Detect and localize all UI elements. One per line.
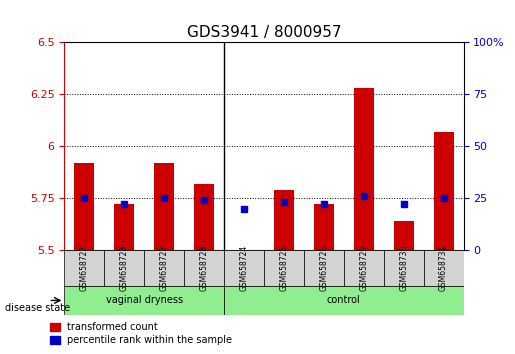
Bar [354,88,374,250]
Bar [393,221,414,250]
Text: control: control [327,296,360,306]
Text: GSM658725: GSM658725 [280,245,288,291]
Text: GSM658730: GSM658730 [399,245,408,291]
Text: disease state: disease state [5,303,70,313]
FancyBboxPatch shape [184,250,224,286]
Bar [114,205,134,250]
FancyBboxPatch shape [144,250,184,286]
FancyBboxPatch shape [104,250,144,286]
Bar [434,132,454,250]
Text: vaginal dryness: vaginal dryness [106,296,183,306]
FancyBboxPatch shape [344,250,384,286]
Bar [274,190,294,250]
FancyBboxPatch shape [423,250,464,286]
Text: GSM658726: GSM658726 [319,245,328,291]
FancyBboxPatch shape [64,286,224,315]
FancyBboxPatch shape [224,286,464,315]
Text: GSM658723: GSM658723 [120,245,129,291]
FancyBboxPatch shape [64,250,104,286]
Title: GDS3941 / 8000957: GDS3941 / 8000957 [186,25,341,40]
Text: GSM658722: GSM658722 [80,245,89,291]
Text: GSM658724: GSM658724 [239,245,248,291]
Legend: transformed count, percentile rank within the sample: transformed count, percentile rank withi… [46,319,236,349]
FancyBboxPatch shape [224,250,264,286]
Bar [74,163,94,250]
FancyBboxPatch shape [384,250,423,286]
Bar [314,205,334,250]
Text: GSM658731: GSM658731 [439,245,448,291]
FancyBboxPatch shape [264,250,304,286]
Text: GSM658727: GSM658727 [160,245,168,291]
Bar [154,163,174,250]
Text: GSM658728: GSM658728 [200,245,209,291]
Bar [194,184,214,250]
Text: GSM658729: GSM658729 [359,245,368,291]
FancyBboxPatch shape [304,250,344,286]
